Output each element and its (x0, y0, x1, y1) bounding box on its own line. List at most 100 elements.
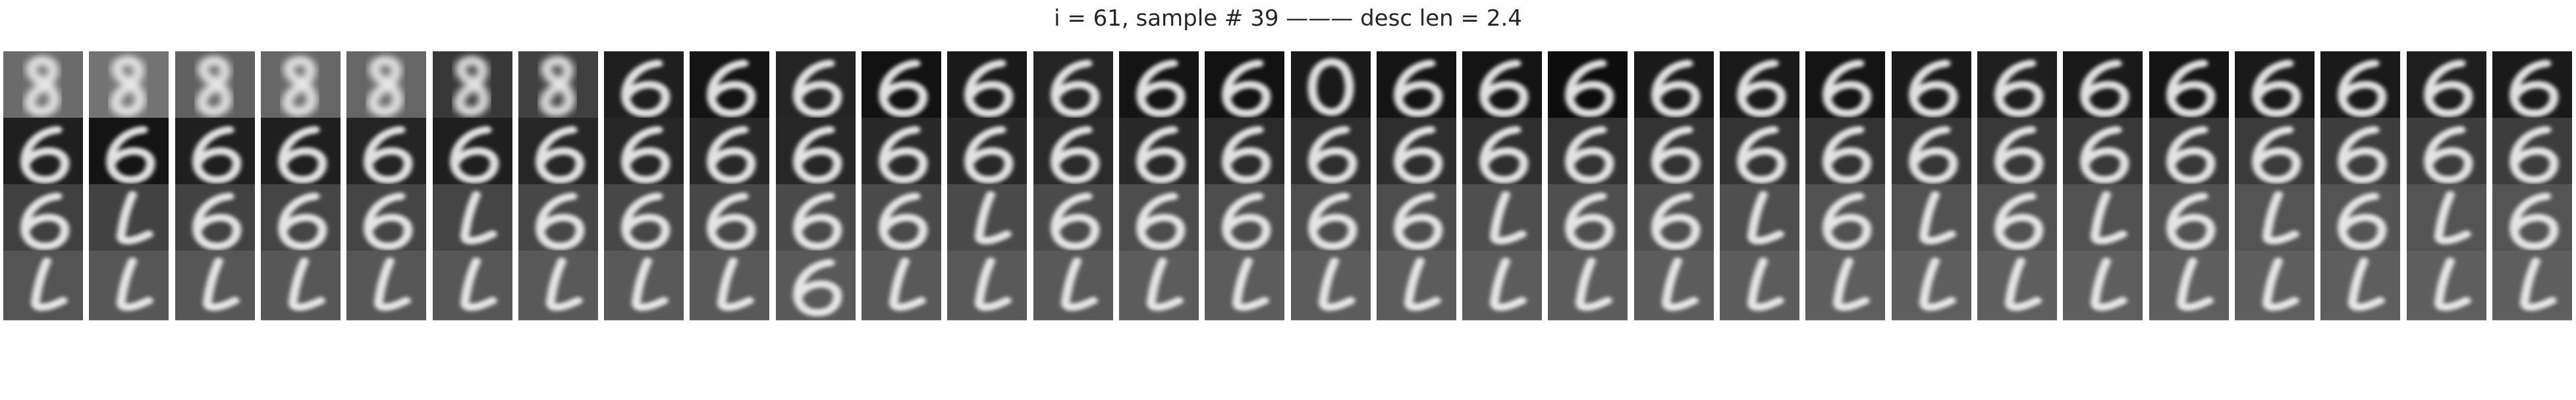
digit-glyph (2149, 184, 2229, 254)
image-tile (2407, 51, 2486, 121)
digit-glyph (1462, 51, 1542, 121)
digit-glyph (261, 184, 341, 254)
digit-glyph (1720, 51, 1799, 121)
digit-glyph (1892, 251, 1971, 320)
image-tile (2063, 51, 2143, 121)
digit-glyph (2149, 51, 2229, 121)
digit-glyph (2235, 251, 2315, 320)
image-tile (261, 184, 341, 254)
digit-glyph (1462, 251, 1542, 320)
digit-glyph (433, 251, 512, 320)
digit-glyph (1205, 118, 1284, 188)
digit-glyph (1548, 184, 1628, 254)
digit-glyph (604, 51, 684, 121)
image-tile (346, 251, 426, 320)
image-tile (518, 118, 598, 188)
digit-glyph (947, 118, 1027, 188)
digit-glyph (690, 251, 769, 320)
image-tile (1548, 118, 1628, 188)
digit-glyph (1377, 251, 1456, 320)
image-tile (89, 184, 169, 254)
image-tile (175, 118, 255, 188)
digit-glyph (2407, 184, 2486, 254)
image-tile (690, 251, 769, 320)
digit-glyph (2492, 251, 2572, 320)
digit-glyph (2063, 118, 2143, 188)
image-tile (690, 51, 769, 121)
image-tile (604, 118, 684, 188)
digit-glyph (2235, 118, 2315, 188)
digit-glyph (1033, 251, 1113, 320)
image-tile (3, 118, 83, 188)
image-tile (947, 51, 1027, 121)
digit-glyph (2063, 184, 2143, 254)
digit-glyph (3, 118, 83, 188)
digit-glyph (604, 251, 684, 320)
digit-glyph (776, 51, 856, 121)
image-tile (1462, 118, 1542, 188)
digit-glyph (2149, 118, 2229, 188)
image-tile (2063, 251, 2143, 320)
digit-glyph (1205, 184, 1284, 254)
digit-glyph (1291, 118, 1371, 188)
digit-glyph (947, 251, 1027, 320)
image-tile (2235, 251, 2315, 320)
image-tile (1892, 118, 1971, 188)
digit-glyph (862, 251, 941, 320)
image-tile (518, 251, 598, 320)
digit-glyph (1634, 118, 1714, 188)
image-tile (1805, 184, 1885, 254)
digit-glyph (3, 51, 83, 121)
digit-glyph (2320, 118, 2400, 188)
digit-glyph (518, 118, 598, 188)
image-tile (1462, 251, 1542, 320)
digit-glyph (1720, 251, 1799, 320)
image-tile (1805, 251, 1885, 320)
digit-glyph (433, 184, 512, 254)
image-tile (947, 184, 1027, 254)
image-tile (2320, 118, 2400, 188)
digit-glyph (1291, 184, 1371, 254)
digit-glyph (1033, 51, 1113, 121)
image-tile (261, 118, 341, 188)
image-tile (1291, 184, 1371, 254)
digit-glyph (1377, 118, 1456, 188)
image-tile (1033, 118, 1113, 188)
digit-glyph (1462, 118, 1542, 188)
digit-glyph (1977, 118, 2057, 188)
image-tile (1205, 251, 1284, 320)
digit-glyph (2235, 184, 2315, 254)
image-tile (1720, 184, 1799, 254)
digit-glyph (175, 51, 255, 121)
image-tile (1892, 51, 1971, 121)
image-tile (1033, 184, 1113, 254)
digit-glyph (1548, 51, 1628, 121)
digit-glyph (518, 51, 598, 121)
digit-glyph (346, 51, 426, 121)
image-tile (1548, 251, 1628, 320)
digit-glyph (1033, 184, 1113, 254)
image-tile (1548, 51, 1628, 121)
image-tile (1892, 184, 1971, 254)
image-tile (776, 251, 856, 320)
image-tile (862, 118, 941, 188)
digit-glyph (1720, 118, 1799, 188)
image-tile (1377, 251, 1456, 320)
digit-glyph (1377, 51, 1456, 121)
image-tile (2235, 51, 2315, 121)
digit-glyph (2492, 118, 2572, 188)
image-tile (1462, 184, 1542, 254)
image-tile (947, 118, 1027, 188)
digit-glyph (261, 251, 341, 320)
image-tile (433, 51, 512, 121)
image-tile (175, 251, 255, 320)
digit-glyph (3, 251, 83, 320)
image-tile (346, 184, 426, 254)
image-tile (1720, 251, 1799, 320)
digit-glyph (862, 51, 941, 121)
image-tile (862, 184, 941, 254)
image-tile (1977, 184, 2057, 254)
image-tile (433, 118, 512, 188)
digit-glyph (604, 184, 684, 254)
digit-glyph (862, 184, 941, 254)
